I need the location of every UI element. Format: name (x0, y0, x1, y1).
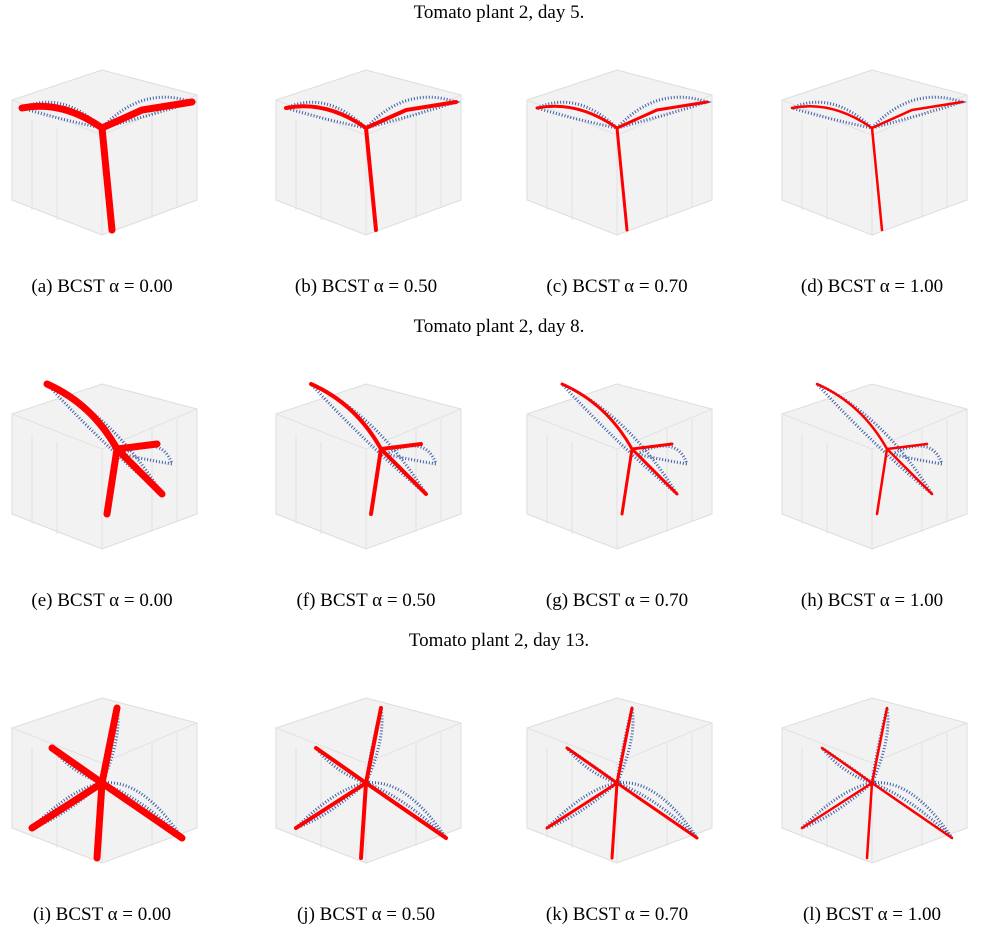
plot-image (256, 364, 476, 574)
caption: (l) BCST α = 1.00 (752, 904, 992, 926)
caption: (d) BCST α = 1.00 (752, 276, 992, 298)
axis-pane (12, 384, 197, 549)
plot-image (0, 50, 212, 260)
plot-image (507, 364, 727, 574)
row-title: Tomato plant 2, day 13. (0, 630, 998, 652)
axis-pane (276, 384, 461, 549)
plot-image (256, 678, 476, 888)
caption: (b) BCST α = 0.50 (246, 276, 486, 298)
plot-image (256, 50, 476, 260)
caption: (c) BCST α = 0.70 (497, 276, 737, 298)
row-title: Tomato plant 2, day 8. (0, 316, 998, 338)
caption: (k) BCST α = 0.70 (497, 904, 737, 926)
caption: (h) BCST α = 1.00 (752, 590, 992, 612)
plot-image (507, 50, 727, 260)
caption: (e) BCST α = 0.00 (0, 590, 222, 612)
axis-pane (782, 384, 967, 549)
plot-image (0, 364, 212, 574)
plot-image (762, 50, 982, 260)
caption: (g) BCST α = 0.70 (497, 590, 737, 612)
caption: (i) BCST α = 0.00 (0, 904, 222, 926)
caption: (a) BCST α = 0.00 (0, 276, 222, 298)
caption: (j) BCST α = 0.50 (246, 904, 486, 926)
page: Tomato plant 2, day 5. (a) BCST α = 0.00 (… (0, 0, 998, 948)
stem (117, 444, 157, 449)
row-title: Tomato plant 2, day 5. (0, 2, 998, 24)
plot-image (0, 678, 212, 888)
plot-image (762, 678, 982, 888)
plot-image (762, 364, 982, 574)
plot-image (507, 678, 727, 888)
stem (97, 783, 102, 858)
axis-pane (527, 384, 712, 549)
caption: (f) BCST α = 0.50 (246, 590, 486, 612)
